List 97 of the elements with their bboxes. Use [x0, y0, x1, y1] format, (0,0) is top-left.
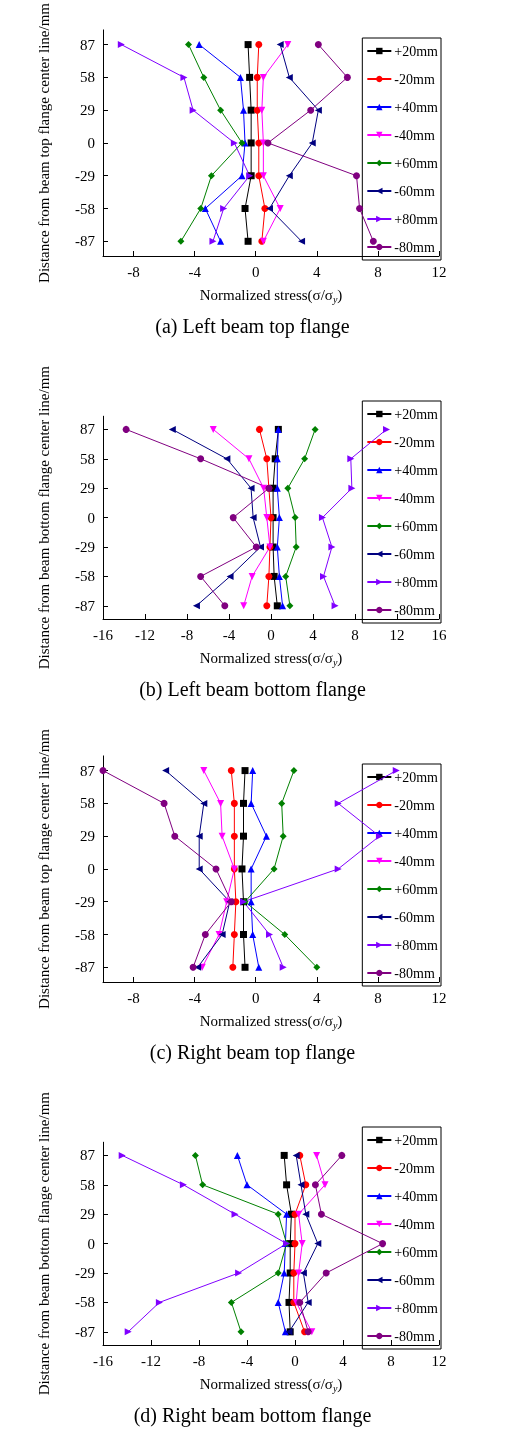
y-tick-label: 29 — [80, 480, 95, 497]
x-tick-label: 4 — [313, 263, 322, 280]
x-tick-label: 4 — [313, 989, 322, 1006]
x-tick-label: -8 — [127, 989, 140, 1006]
y-tick-label: 87 — [80, 421, 96, 438]
y-tick-label: 58 — [80, 1176, 95, 1193]
y-tick-label: 58 — [80, 69, 95, 86]
x-tick-label: 8 — [351, 626, 359, 643]
y-axis-title: Distance from beam bottom flange center line/mm — [36, 365, 52, 670]
legend-label: -20mm — [394, 434, 435, 450]
text: (c) Right beam top flange — [149, 1041, 356, 1064]
x-tick-label: -8 — [180, 626, 194, 643]
x-tick-label: -4 — [188, 989, 202, 1006]
y-tick-label: 29 — [80, 828, 95, 845]
y-tick-label: -29 — [75, 893, 95, 910]
legend-label: -80mm — [394, 239, 435, 255]
legend-label: +20mm — [394, 406, 439, 422]
y-tick-label: -87 — [75, 959, 96, 976]
legend-label: -60mm — [394, 909, 435, 925]
legend-label: +60mm — [394, 518, 439, 534]
text: (d) Right beam bottom flange — [133, 1404, 372, 1427]
legend-label: -80mm — [394, 602, 435, 618]
x-tick-label: -4 — [188, 263, 202, 280]
y-axis-title: Distance from beam bottom flange center line/mm — [36, 1091, 52, 1396]
x-tick-label: 8 — [374, 263, 382, 280]
legend-label: -60mm — [394, 1272, 435, 1288]
x-tick-label: 8 — [374, 989, 382, 1006]
y-tick-label: 29 — [80, 1206, 95, 1223]
x-tick-label: 4 — [309, 626, 318, 643]
x-tick-label: -12 — [135, 626, 155, 643]
y-tick-label: -87 — [75, 597, 96, 614]
y-tick-label: -87 — [75, 233, 96, 250]
y-axis-title: Distance from beam top flange center line/mm — [36, 2, 52, 283]
x-tick-label: 12 — [431, 989, 447, 1006]
y-tick-label: 0 — [87, 509, 95, 526]
legend-label: +60mm — [394, 881, 439, 897]
legend-label: +60mm — [394, 1244, 439, 1260]
legend-label: +20mm — [394, 43, 439, 59]
legend-label: -80mm — [394, 965, 435, 981]
legend-label: -20mm — [394, 1160, 435, 1176]
x-tick-label: 0 — [251, 989, 260, 1006]
legend-label: +20mm — [394, 1132, 439, 1148]
y-tick-label: -29 — [75, 539, 95, 556]
y-tick-label: 0 — [87, 1235, 95, 1252]
x-tick-label: 0 — [291, 1352, 299, 1369]
legend-label: +80mm — [394, 211, 439, 227]
legend-label: +40mm — [394, 99, 439, 115]
y-tick-label: 87 — [80, 36, 96, 53]
legend-label: +80mm — [394, 937, 439, 953]
y-tick-label: 0 — [87, 860, 95, 877]
text: (a) Left beam top flange — [155, 315, 350, 338]
y-tick-label: -58 — [75, 926, 95, 943]
x-tick-label: 12 — [431, 263, 447, 280]
x-tick-label: -12 — [141, 1352, 161, 1369]
legend-label: +60mm — [394, 155, 439, 171]
y-tick-label: -58 — [75, 200, 95, 217]
y-tick-label: 87 — [80, 762, 96, 779]
legend-label: +40mm — [394, 825, 439, 841]
x-tick-label: 12 — [431, 1352, 447, 1369]
x-tick-label: -4 — [240, 1352, 254, 1369]
x-tick-label: 8 — [387, 1352, 395, 1369]
legend-label: +80mm — [394, 1300, 439, 1316]
y-tick-label: -58 — [75, 1294, 95, 1311]
y-axis-title: Distance from beam top flange center line/mm — [36, 728, 52, 1009]
legend-label: +80mm — [394, 574, 439, 590]
y-tick-label: 0 — [87, 134, 95, 151]
y-tick-label: 87 — [80, 1147, 96, 1164]
y-tick-label: 58 — [80, 450, 95, 467]
x-tick-label: 0 — [267, 626, 275, 643]
x-tick-label: 0 — [251, 263, 260, 280]
x-tick-label: 4 — [339, 1352, 348, 1369]
legend-label: +40mm — [394, 462, 439, 478]
legend-label: -40mm — [394, 127, 435, 143]
legend-label: -60mm — [394, 183, 435, 199]
legend-label: -40mm — [394, 1216, 435, 1232]
y-tick-label: -29 — [75, 1265, 95, 1282]
x-tick-label: -16 — [93, 626, 114, 643]
text: (b) Left beam bottom flange — [139, 678, 366, 701]
legend-label: +20mm — [394, 769, 439, 785]
legend-label: -40mm — [394, 853, 435, 869]
legend-label: -20mm — [394, 71, 435, 87]
legend-label: +40mm — [394, 1188, 439, 1204]
x-tick-label: 12 — [389, 626, 405, 643]
y-tick-label: -87 — [75, 1323, 96, 1340]
y-tick-label: -29 — [75, 167, 95, 184]
legend-label: -40mm — [394, 490, 435, 506]
legend-label: -20mm — [394, 797, 435, 813]
x-tick-label: -8 — [192, 1352, 206, 1369]
x-tick-label: -16 — [93, 1352, 114, 1369]
y-tick-label: -58 — [75, 568, 95, 585]
legend-label: -60mm — [394, 546, 435, 562]
x-tick-label: 16 — [431, 626, 447, 643]
x-tick-label: -4 — [222, 626, 236, 643]
y-tick-label: 58 — [80, 795, 95, 812]
x-tick-label: -8 — [127, 263, 140, 280]
y-tick-label: 29 — [80, 102, 95, 119]
legend-label: -80mm — [394, 1328, 435, 1344]
